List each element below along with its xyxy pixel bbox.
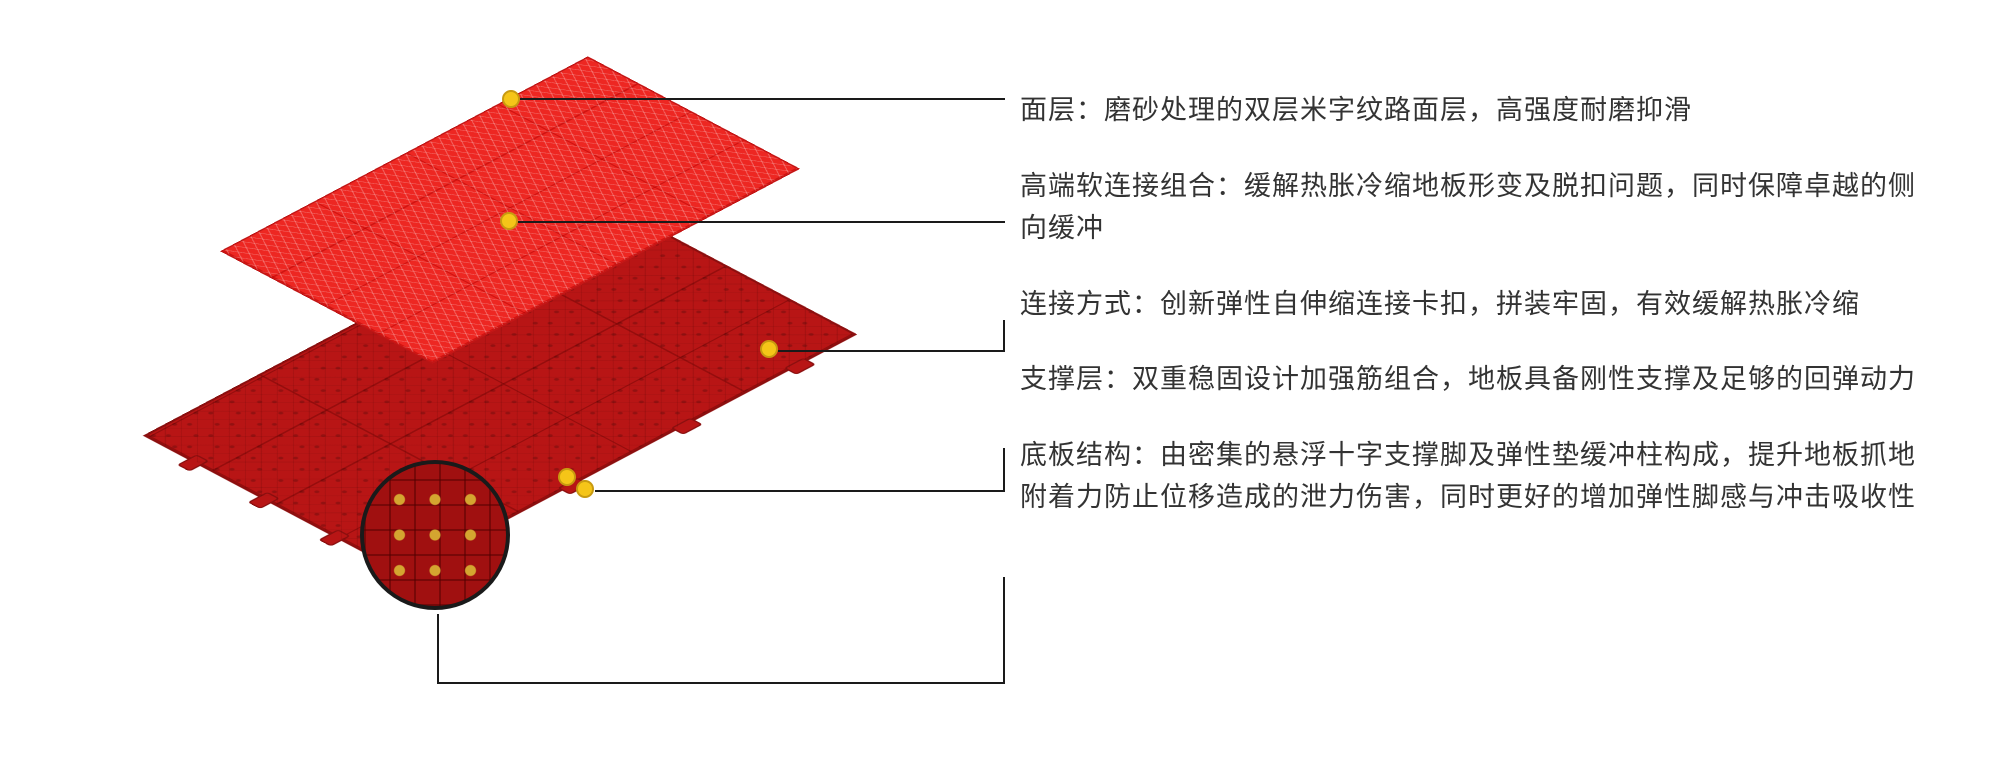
annotations-panel: 面层：磨砂处理的双层米字纹路面层，高强度耐磨抑滑 高端软连接组合：缓解热胀冷缩地… xyxy=(1000,0,2000,761)
annotation-base: 底板结构：由密集的悬浮十字支撑脚及弹性垫缓冲柱构成，提升地板抓地附着力防止位移造… xyxy=(1020,435,1940,519)
softlink-marker xyxy=(500,212,518,230)
support-marker xyxy=(576,480,594,498)
support-marker xyxy=(558,468,576,486)
annotation-surface: 面层：磨砂处理的双层米字纹路面层，高强度耐磨抑滑 xyxy=(1020,90,1940,132)
edge-tab xyxy=(784,358,817,375)
surface-marker xyxy=(502,90,520,108)
leader-line xyxy=(778,350,1005,352)
product-illustration xyxy=(0,0,1000,761)
leader-line xyxy=(1003,448,1005,492)
leader-line xyxy=(518,221,1005,223)
detail-magnifier xyxy=(360,460,510,610)
diagram-container: 面层：磨砂处理的双层米字纹路面层，高强度耐磨抑滑 高端软连接组合：缓解热胀冷缩地… xyxy=(0,0,2000,761)
edge-tab xyxy=(670,418,703,435)
leader-line xyxy=(1003,577,1005,684)
annotation-connector: 连接方式：创新弹性自伸缩连接卡扣，拼装牢固，有效缓解热胀冷缩 xyxy=(1020,284,1940,326)
edge-tab xyxy=(318,529,351,546)
annotation-support: 支撑层：双重稳固设计加强筋组合，地板具备刚性支撑及足够的回弹动力 xyxy=(1020,359,1940,401)
leader-line xyxy=(437,614,439,684)
edge-tab xyxy=(248,492,281,509)
connector-marker xyxy=(760,340,778,358)
leader-line xyxy=(520,98,1005,100)
edge-tab xyxy=(177,454,210,471)
annotation-softlink: 高端软连接组合：缓解热胀冷缩地板形变及脱扣问题，同时保障卓越的侧向缓冲 xyxy=(1020,166,1940,250)
leader-line xyxy=(437,682,1005,684)
leader-line xyxy=(1003,320,1005,352)
leader-line xyxy=(595,490,1005,492)
